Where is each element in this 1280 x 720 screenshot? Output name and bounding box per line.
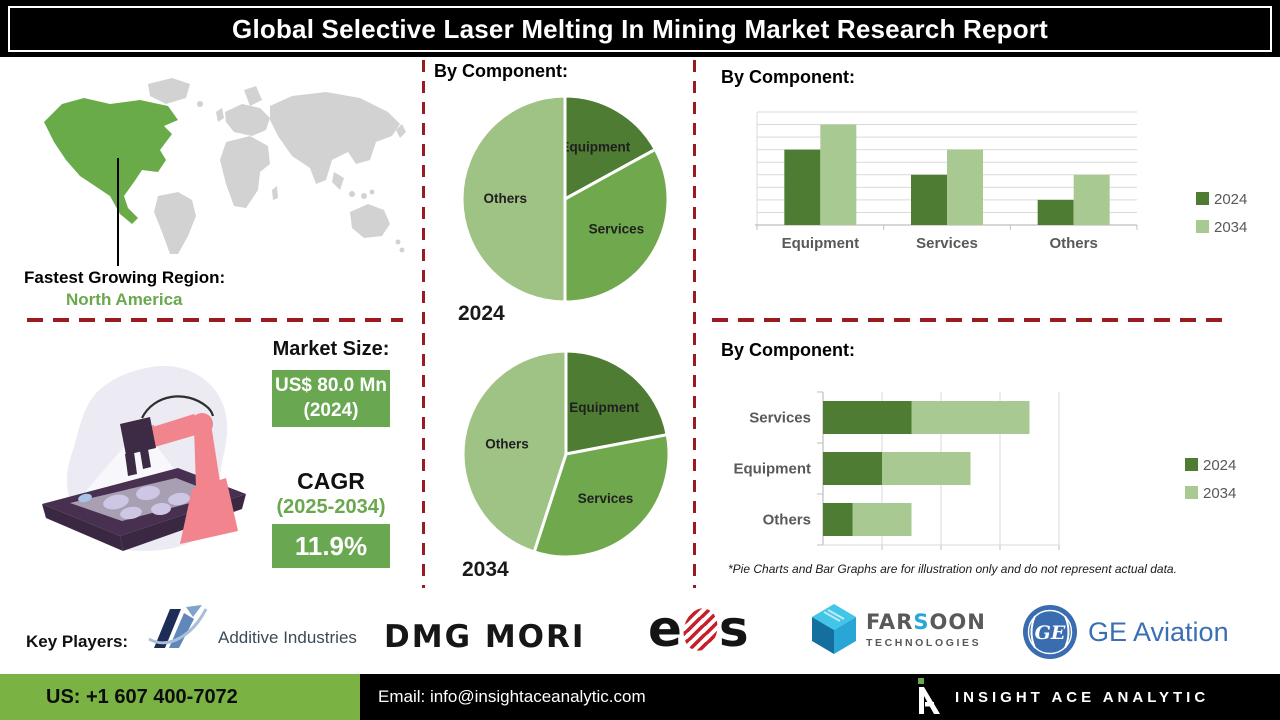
farsoon-technologies-text: TECHNOLOGIES xyxy=(866,636,982,649)
market-size-value: US$ 80.0 Mn xyxy=(275,375,387,396)
fastest-growing-region-label: Fastest Growing Region: xyxy=(24,268,226,287)
key-players-label: Key Players: xyxy=(26,632,129,651)
svg-text:Services: Services xyxy=(916,235,978,252)
fastest-growing-region-value: North America xyxy=(66,290,183,309)
eos-striped-o-icon xyxy=(678,603,723,655)
divider-right xyxy=(712,318,1230,322)
disclaimer-footnote: *Pie Charts and Bar Graphs are for illus… xyxy=(728,562,1177,576)
svg-text:Others: Others xyxy=(485,437,529,452)
svg-text:2034: 2034 xyxy=(1203,485,1236,502)
header-frame: Global Selective Laser Melting In Mining… xyxy=(8,6,1272,52)
svg-text:Equipment: Equipment xyxy=(734,461,812,478)
laser-head xyxy=(120,417,156,476)
divider-vertical-right xyxy=(693,60,696,588)
cagr-value-box: 11.9% xyxy=(272,524,390,568)
svg-text:Equipment: Equipment xyxy=(569,400,639,415)
svg-text:Equipment: Equipment xyxy=(561,140,631,155)
map-continents-gray xyxy=(148,78,406,254)
market-size-value-box: US$ 80.0 Mn (2024) xyxy=(272,370,390,427)
divider-vertical-left xyxy=(422,60,425,588)
world-map xyxy=(44,78,406,254)
ge-aviation-logo: GE GE Aviation xyxy=(1022,604,1229,660)
eos-letter-e: e xyxy=(648,600,682,658)
column-chart-by-component: Equipment Services Others 2024 2034 xyxy=(700,95,1280,265)
svg-text:2024: 2024 xyxy=(1203,457,1236,474)
eos-letter-s: s xyxy=(718,600,749,658)
farsoon-far: FAR xyxy=(866,609,914,634)
column-chart-title: By Component: xyxy=(721,67,855,87)
pie-chart-2024: Equipment Services Others xyxy=(459,93,671,310)
svg-text:Others: Others xyxy=(763,512,811,529)
cagr-label: CAGR xyxy=(297,468,365,494)
footer-email: Email: info@insightaceanalytic.com xyxy=(378,687,646,706)
eos-logo: e s xyxy=(648,600,749,658)
pie-chart-2034: Equipment Services Others xyxy=(460,348,672,565)
map-pointer-line xyxy=(117,158,119,266)
footer-phone: US: +1 607 400-7072 xyxy=(46,685,238,708)
svg-text:Services: Services xyxy=(749,410,811,427)
footer-phone-block: US: +1 607 400-7072 xyxy=(0,674,360,720)
svg-text:Services: Services xyxy=(589,221,645,236)
svg-text:2034: 2034 xyxy=(1214,219,1247,236)
svg-text:Equipment: Equipment xyxy=(782,235,860,252)
svg-text:2024: 2024 xyxy=(1214,191,1247,208)
additive-industries-logo-icon xyxy=(148,605,208,648)
hbar-chart-title: By Component: xyxy=(721,340,855,360)
map-north-america-highlight xyxy=(44,98,178,224)
farsoon-wordmark: FARSOON xyxy=(866,610,986,634)
farsoon-cube-icon xyxy=(812,604,856,654)
robot-cable xyxy=(141,395,215,419)
divider-left xyxy=(27,318,403,322)
hbar-chart-by-component: Services Equipment Others 2024 2034 xyxy=(700,368,1280,558)
laser-melting-illustration xyxy=(42,365,246,551)
dmg-mori-logo: DMG MORI xyxy=(384,619,586,655)
page-title: Global Selective Laser Melting In Mining… xyxy=(232,13,1048,44)
svg-text:Others: Others xyxy=(1049,235,1097,252)
brand-logo: INSIGHT ACE ANALYTIC xyxy=(916,674,1209,720)
insight-ace-a-icon xyxy=(918,678,940,714)
farsoon-logo: FARSOON TECHNOLOGIES xyxy=(810,602,986,656)
market-size-label: Market Size: xyxy=(272,338,390,360)
brand-text: INSIGHT ACE ANALYTIC xyxy=(955,688,1210,706)
additive-industries-logo-text: Additive Industries xyxy=(218,628,357,647)
cagr-period: (2025-2034) xyxy=(276,496,386,518)
svg-text:Services: Services xyxy=(578,491,634,506)
ge-aviation-text: GE Aviation xyxy=(1088,616,1229,647)
svg-text:Others: Others xyxy=(484,191,528,206)
pie-2024-year-label: 2024 xyxy=(458,302,505,325)
farsoon-s: S xyxy=(913,609,930,634)
pie-section-title: By Component: xyxy=(434,61,568,81)
tray-stones xyxy=(78,485,190,520)
pie-2034-year-label: 2034 xyxy=(462,558,509,581)
header-banner: Global Selective Laser Melting In Mining… xyxy=(0,0,1280,57)
farsoon-oon: OON xyxy=(929,609,986,634)
market-size-year: (2024) xyxy=(303,400,359,422)
ge-monogram-icon: GE xyxy=(1023,605,1077,659)
ge-monogram-text: GE xyxy=(1035,622,1066,644)
